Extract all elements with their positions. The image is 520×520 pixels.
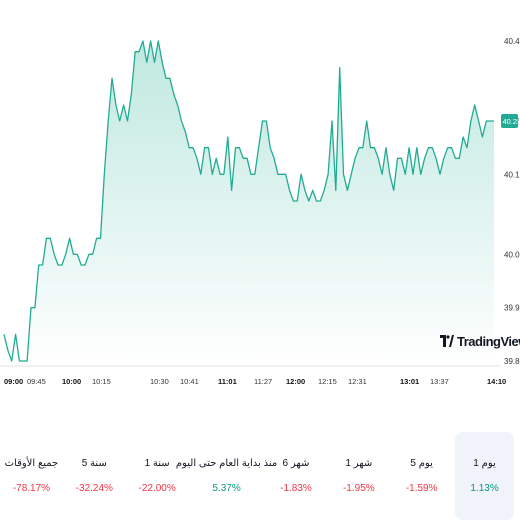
x-axis-tick-label: 09:45	[27, 377, 46, 386]
performance-tab[interactable]: 1 شهر -1.95%	[327, 432, 390, 520]
performance-period-label: 1 شهر	[345, 458, 373, 469]
performance-change-value: 1.13%	[470, 483, 499, 494]
performance-change-value: -22.00%	[138, 483, 176, 494]
x-axis-tick-label: 10:00	[62, 377, 81, 386]
y-axis-tick-label: 40.00	[504, 250, 520, 259]
chart-canvas[interactable]: 40.4040.2540.1540.0039.9039.8040.2509:00…	[0, 0, 520, 400]
x-axis-tick-label: 14:10	[487, 377, 506, 386]
performance-change-value: -1.83%	[280, 483, 312, 494]
performance-period-label: 1 يوم	[473, 458, 496, 469]
y-axis-tick-label: 40.15	[504, 170, 520, 179]
x-axis-tick-label: 11:27	[254, 377, 272, 386]
tradingview-logo: TradingView	[440, 332, 520, 350]
tradingview-logo-icon	[440, 335, 454, 347]
current-price-label: 40.25	[503, 117, 520, 126]
performance-change-value: -78.17%	[12, 483, 51, 494]
y-axis-tick-label: 39.80	[504, 357, 520, 366]
tradingview-wordmark: TradingView	[457, 333, 520, 349]
x-axis-tick-label: 12:15	[318, 377, 337, 386]
x-axis-tick-label: 13:01	[400, 377, 419, 386]
performance-change-value: -1.95%	[342, 483, 375, 494]
performance-tab[interactable]: 5 يوم -1.59%	[390, 432, 453, 520]
x-axis-tick-label: 09:00	[4, 377, 23, 386]
performance-period-label: منذ بداية العام حتى اليوم	[175, 458, 278, 469]
x-axis-tick-label: 11:01	[218, 377, 237, 386]
performance-period-label: 5 يوم	[410, 458, 433, 469]
performance-change-value: -1.59%	[405, 483, 438, 494]
performance-tabs: 1 يوم 1.13% 5 يوم -1.59% 1 شهر -1.95% 6 شهر -1.…	[0, 432, 520, 520]
performance-tab[interactable]: 5 سنة -32.24%	[63, 432, 126, 520]
current-price-badge	[501, 114, 518, 128]
performance-change-value: -32.24%	[75, 483, 113, 494]
x-axis-tick-label: 10:30	[150, 377, 169, 386]
performance-tab[interactable]: 1 سنة -22.00%	[126, 432, 189, 520]
chart-area-fill	[4, 41, 494, 366]
performance-period-label: 1 سنة	[144, 458, 170, 469]
performance-tab[interactable]: 6 شهر -1.83%	[265, 432, 328, 520]
y-axis-tick-label: 39.90	[504, 304, 520, 313]
chart-series-line	[3, 40, 494, 362]
y-axis-tick-label: 40.40	[504, 37, 520, 46]
performance-tab[interactable]: جميع الأوقات -78.17%	[0, 432, 63, 520]
x-axis-tick-label: 10:15	[92, 377, 111, 386]
performance-tab[interactable]: منذ بداية العام حتى اليوم 5.37%	[176, 432, 277, 520]
performance-change-value: 5.37%	[212, 483, 241, 494]
price-chart[interactable]: 40.4040.2540.1540.0039.9039.8040.2509:00…	[0, 0, 520, 400]
x-axis-tick-label: 12:00	[286, 377, 305, 386]
performance-period-label: 5 سنة	[81, 458, 107, 469]
performance-period-label: جميع الأوقات	[4, 458, 59, 469]
x-axis-tick-label: 12:31	[348, 377, 367, 386]
x-axis-tick-label: 10:41	[180, 377, 199, 386]
performance-period-label: 6 شهر	[282, 458, 310, 469]
performance-tab[interactable]: 1 يوم 1.13%	[455, 432, 514, 520]
x-axis-tick-label: 13:37	[430, 377, 449, 386]
